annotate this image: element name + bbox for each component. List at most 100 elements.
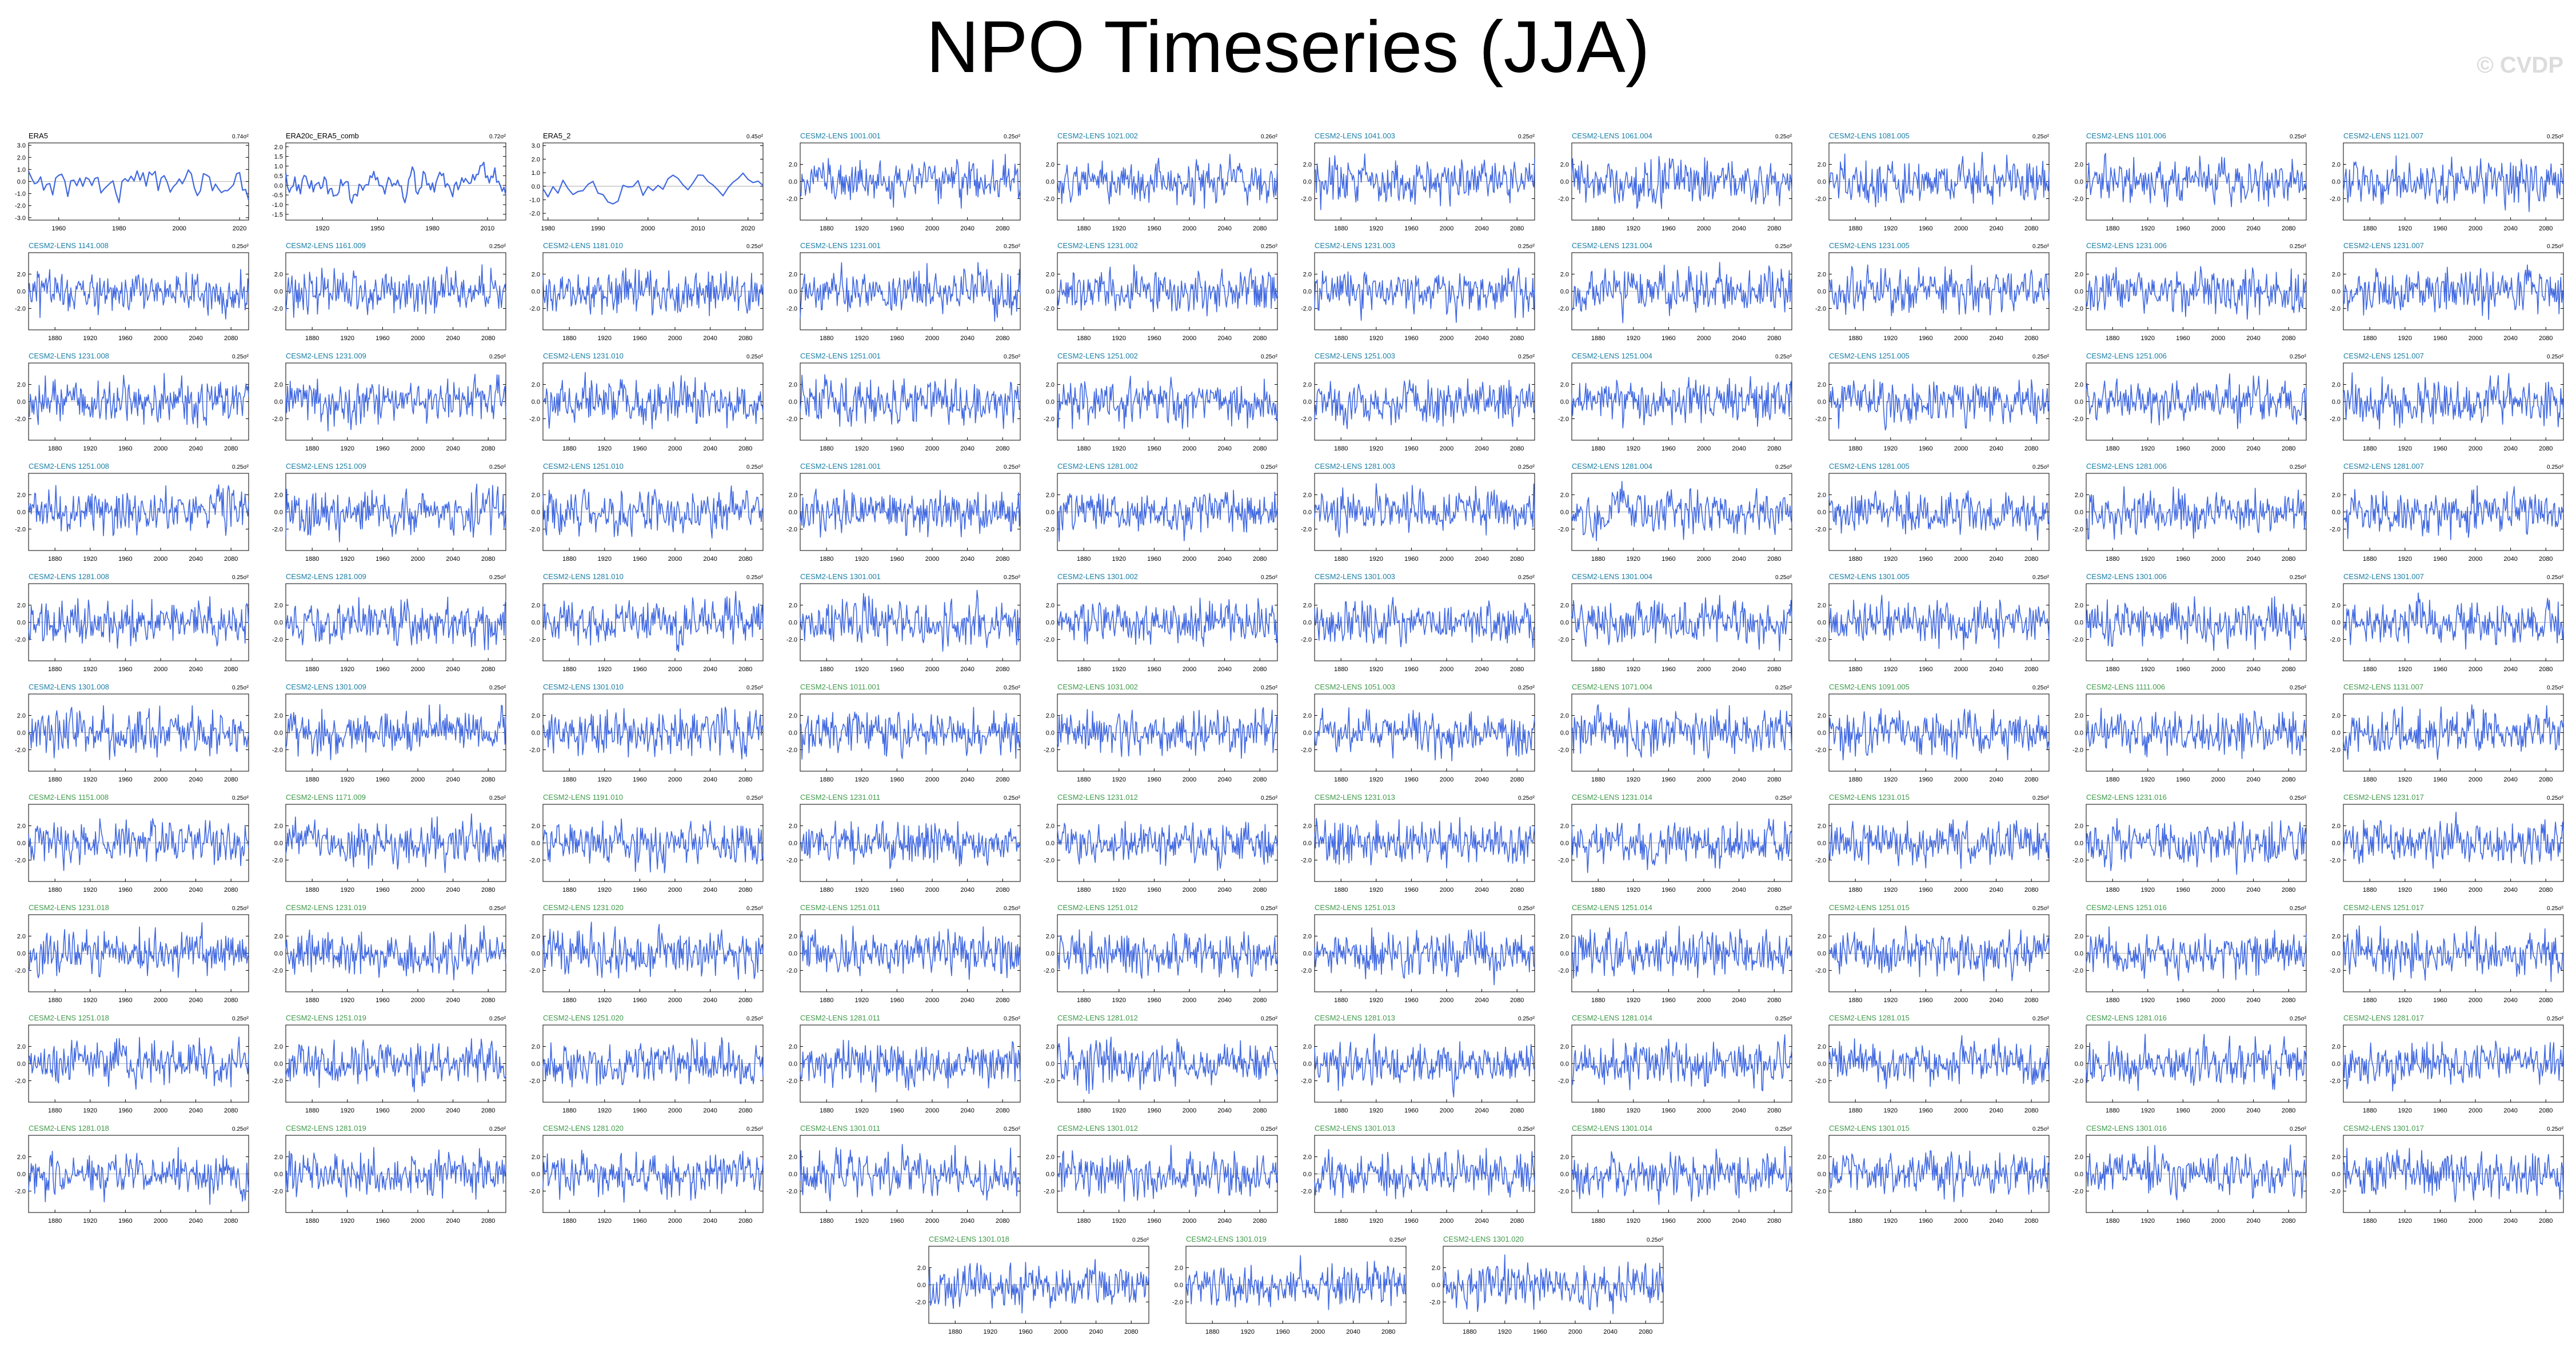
x-tick-label: 2000 [1954,445,1968,452]
panel-title: CESM2-LENS 1281.011 [800,1014,880,1022]
panel-title: CESM2-LENS 1281.004 [1572,462,1652,470]
y-tick-label: 2.0 [2075,603,2083,609]
x-tick-label: 1880 [1334,445,1348,452]
panel-value: 0.25σ² [2290,795,2307,801]
x-tick-label: 1880 [2106,887,2119,894]
x-tick-label: 1960 [2433,776,2447,783]
panel-value: 0.25σ² [746,1126,764,1132]
panel-value: 0.25σ² [1518,354,1535,360]
series-line [2343,264,2564,320]
panel-title: CESM2-LENS 1281.016 [2086,1014,2167,1022]
x-tick-label: 2080 [1253,1107,1267,1114]
x-tick-label: 2040 [2503,1107,2517,1114]
x-tick-label: 1880 [1848,776,1862,783]
panel-title: CESM2-LENS 1301.012 [1057,1124,1138,1132]
x-tick-label: 2080 [1124,1329,1138,1335]
y-tick-label: -2.0 [2330,306,2341,313]
y-tick-label: 2.0 [532,492,540,499]
y-tick-label: 2.0 [1046,1154,1055,1161]
x-tick-label: 2080 [1767,776,1781,783]
panel: CESM2-LENS 1231.019 0.25σ² 2.0 0.0 -2.0 1880 1… [272,903,506,1004]
y-tick-label: 2.0 [532,603,540,609]
x-tick-label: 2080 [1253,556,1267,563]
x-tick-label: 1960 [890,887,904,894]
y-tick-label: 2.0 [2075,382,2083,389]
y-tick-label: 2.0 [789,1154,797,1161]
y-tick-label: 2.0 [1818,382,1826,389]
y-tick-label: 0.0 [1560,289,1569,296]
y-tick-label: -2.0 [529,637,540,644]
x-tick-label: 2080 [2282,666,2295,673]
panel: CESM2-LENS 1301.012 0.25σ² 2.0 0.0 -2.0 1880 1… [1044,1124,1278,1225]
y-tick-label: 2.0 [2075,1044,2083,1051]
panel-value: 0.25σ² [2032,1016,2050,1022]
x-tick-label: 1920 [341,335,354,342]
y-tick-label: 0.0 [1303,1061,1312,1068]
x-tick-label: 2000 [925,666,939,673]
y-tick-label: 0.0 [1046,179,1055,186]
x-tick-label: 2000 [1697,1107,1711,1114]
x-tick-label: 2040 [960,666,974,673]
panel-value: 0.45σ² [746,134,764,140]
panel-value: 0.25σ² [489,906,506,912]
panel-frame [285,142,506,221]
series-line [2086,596,2307,651]
panel-value: 0.25σ² [1518,244,1535,250]
panel-title: CESM2-LENS 1281.014 [1572,1014,1652,1022]
x-tick-label: 1960 [1919,335,1932,342]
x-tick-label: 1920 [2141,445,2155,452]
series-line [542,1150,764,1203]
x-tick-label: 1880 [48,335,62,342]
series-line [285,704,506,760]
x-tick-label: 2080 [2539,1107,2553,1114]
x-tick-label: 1880 [1077,1218,1091,1225]
panel-title: CESM2-LENS 1101.006 [2086,131,2166,140]
x-tick-label: 1880 [2106,556,2119,563]
x-tick-label: 1960 [1919,225,1932,232]
x-tick-label: 1920 [598,666,612,673]
y-tick-label: -2.0 [15,203,26,210]
panel-value: 0.25σ² [2547,134,2564,140]
series-line [542,268,764,317]
y-tick-label: 0.0 [1046,1061,1055,1068]
x-tick-label: 1880 [2106,666,2119,673]
x-tick-label: 2080 [2539,997,2553,1004]
series-line [800,1039,1021,1092]
y-tick-label: 2.0 [1303,492,1312,499]
series-line [1571,481,1792,541]
y-tick-label: 0.0 [1046,289,1055,296]
y-tick-label: 2.0 [2332,382,2341,389]
x-tick-label: 2000 [1183,225,1196,232]
x-tick-label: 2080 [1253,225,1267,232]
x-tick-label: 2000 [1183,666,1196,673]
x-tick-label: 1880 [305,776,319,783]
x-tick-label: 2040 [1475,776,1488,783]
x-tick-label: 2000 [1697,225,1711,232]
y-tick-label: 0.0 [532,289,540,296]
x-tick-label: 1880 [2363,666,2377,673]
panel: CESM2-LENS 1251.008 0.25σ² 2.0 0.0 -2.0 1880 1… [15,462,249,563]
y-tick-label: -2.0 [786,306,797,313]
x-tick-label: 2000 [1440,225,1453,232]
x-tick-label: 1880 [305,997,319,1004]
x-tick-label: 2000 [2211,335,2225,342]
x-tick-label: 1880 [820,556,833,563]
panel-title: CESM2-LENS 1231.010 [543,352,624,360]
x-tick-label: 2000 [411,666,425,673]
panel: CESM2-LENS 1041.003 0.25σ² 2.0 0.0 -2.0 1880 1… [1301,131,1535,232]
x-tick-label: 1960 [1919,1218,1932,1225]
y-tick-label: 2.0 [1046,713,1055,720]
x-tick-label: 1880 [48,887,62,894]
x-tick-label: 1880 [562,445,576,452]
x-tick-label: 2000 [1697,887,1711,894]
y-tick-label: 2.0 [1818,1154,1826,1161]
x-tick-label: 1960 [890,1218,904,1225]
x-tick-label: 1920 [83,1218,97,1225]
x-tick-label: 1960 [633,445,646,452]
y-tick-label: 0.0 [2332,1171,2341,1178]
x-tick-label: 1880 [1334,887,1348,894]
series-line [2086,153,2307,208]
series-line [542,922,764,980]
y-tick-label: 0.0 [1818,179,1826,186]
series-line [800,589,1021,652]
